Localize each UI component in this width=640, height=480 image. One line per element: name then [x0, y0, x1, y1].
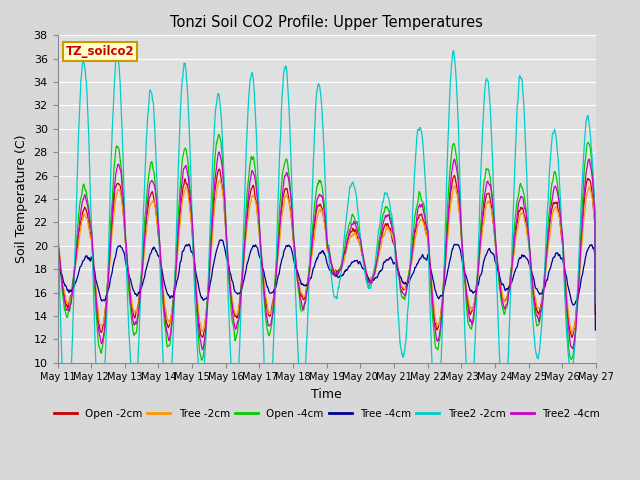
- Legend: Open -2cm, Tree -2cm, Open -4cm, Tree -4cm, Tree2 -2cm, Tree2 -4cm: Open -2cm, Tree -2cm, Open -4cm, Tree -4…: [49, 405, 604, 423]
- Text: TZ_soilco2: TZ_soilco2: [66, 45, 134, 58]
- Y-axis label: Soil Temperature (C): Soil Temperature (C): [15, 135, 28, 263]
- X-axis label: Time: Time: [311, 388, 342, 401]
- Title: Tonzi Soil CO2 Profile: Upper Temperatures: Tonzi Soil CO2 Profile: Upper Temperatur…: [170, 15, 483, 30]
